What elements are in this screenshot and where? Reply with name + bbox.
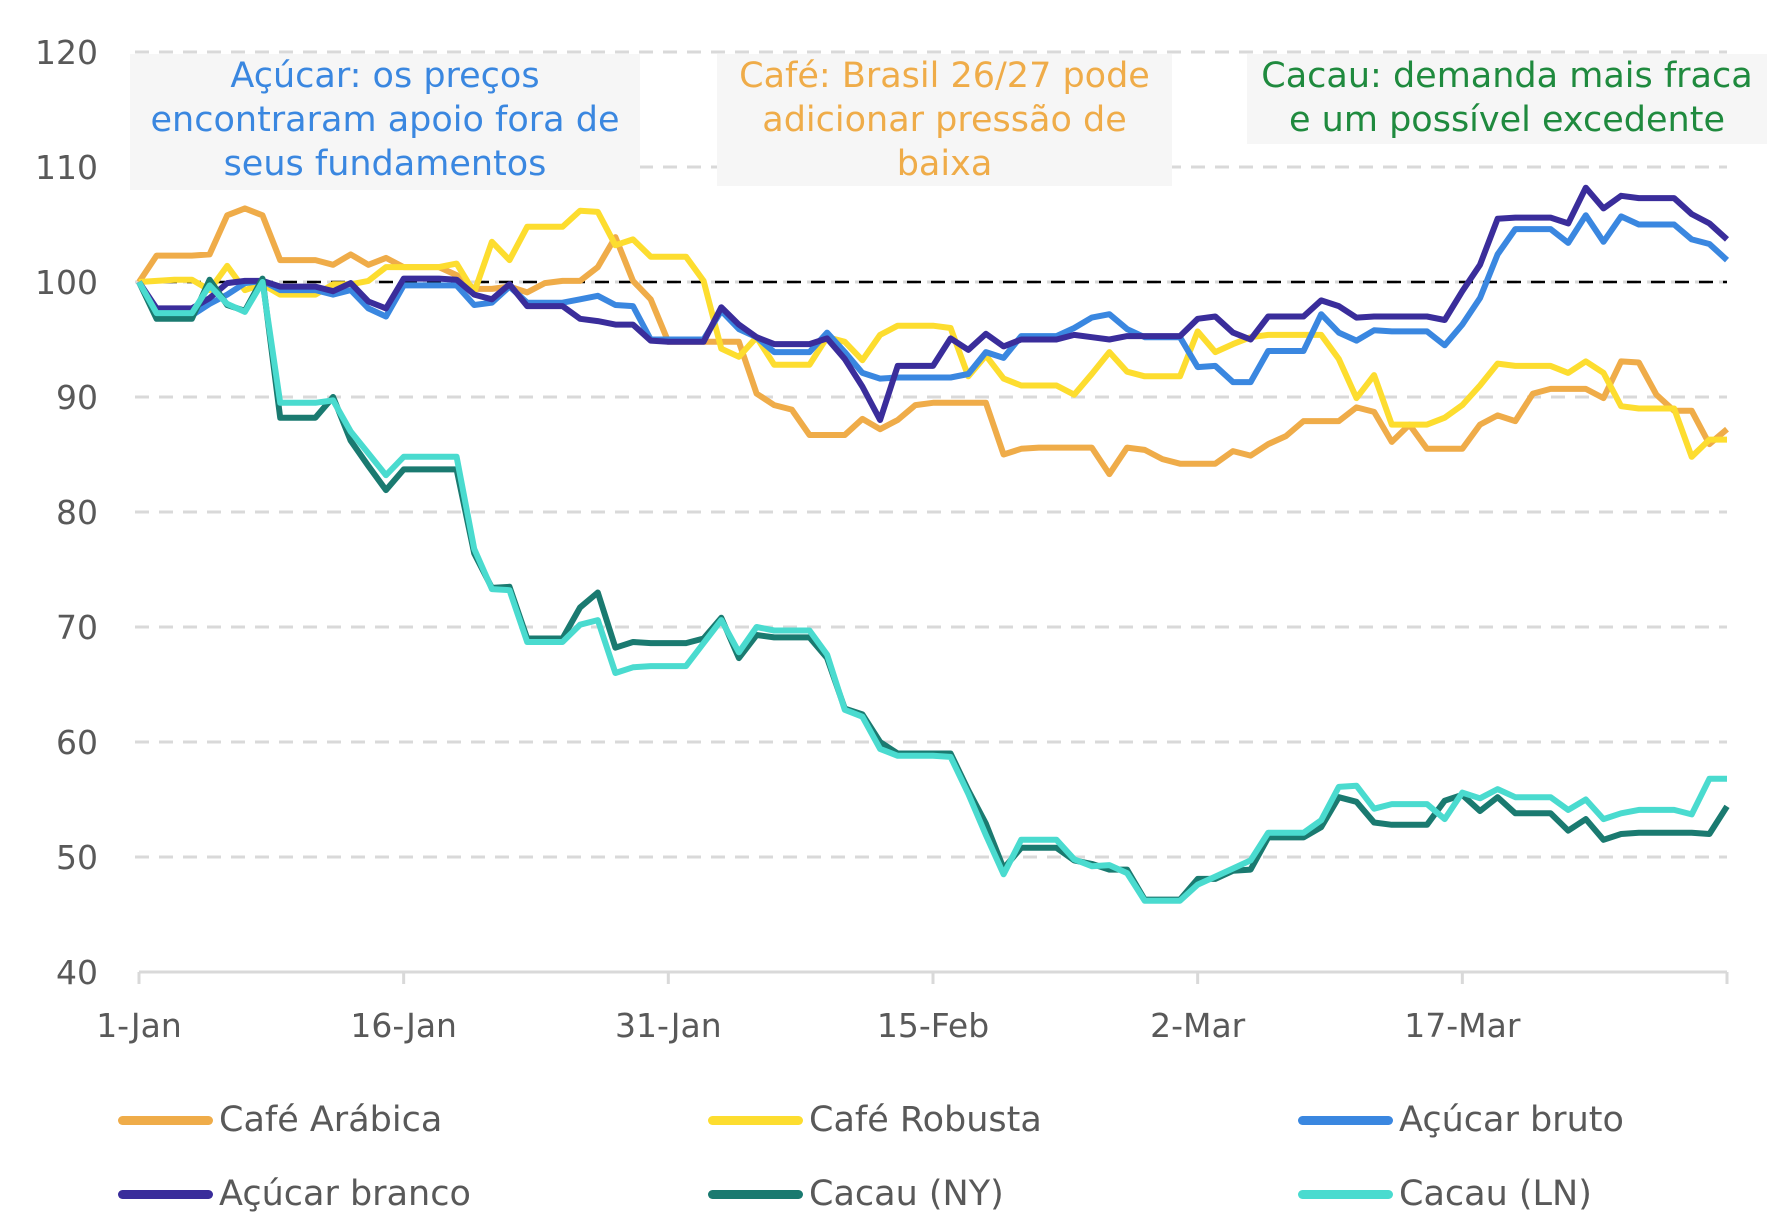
legend-swatch [708,1115,803,1125]
series-line-cacau-ln [136,279,1727,904]
legend-swatch [708,1189,803,1199]
x-tick-label: 1-Jan [96,1006,182,1045]
y-tick-label: 90 [56,378,98,417]
legend-swatch [1298,1115,1393,1125]
legend-item-cafe-robusta: Café Robusta [708,1100,1042,1140]
y-tick-label: 40 [56,953,98,992]
legend-swatch [118,1189,213,1199]
legend-swatch [118,1115,213,1125]
y-tick-label: 100 [35,263,98,302]
legend-item-cacau-ln: Cacau (LN) [1298,1174,1592,1214]
legend-label: Açúcar branco [219,1174,471,1214]
legend-item-cafe-arabica: Café Arábica [118,1100,442,1140]
series-line-cafe-robusta [138,207,1727,460]
series-lines [136,184,1730,904]
annotation-box: Cacau: demanda mais fraca e um possível e… [1247,54,1767,144]
annotation-box: Café: Brasil 26/27 pode adicionar pressão… [717,54,1172,186]
legend-label: Açúcar bruto [1399,1100,1624,1140]
legend-label: Café Robusta [809,1100,1042,1140]
annotation-line: Cacau: demanda mais fraca [1261,56,1753,96]
y-tick-label: 120 [35,33,98,72]
annotation-line: encontraram apoio fora de [150,100,620,140]
y-tick-label: 70 [56,608,98,647]
y-tick-label: 80 [56,493,98,532]
y-tick-label: 60 [56,723,98,762]
y-axis-tick-labels: 40 50 60 70 80 90 100 110 120 [35,33,98,992]
y-tick-label: 110 [35,148,98,187]
annotation-box: Açúcar: os preços encontraram apoio fora … [130,54,640,190]
x-tick-label: 2-Mar [1150,1006,1246,1045]
annotation-line: Café: Brasil 26/27 pode [739,56,1150,96]
annotation-line: baixa [896,144,993,184]
x-axis: 1-Jan 16-Jan 31-Jan 15-Feb 2-Mar 17-Mar [96,970,1729,1045]
annotation-line: Açúcar: os preços [230,56,540,96]
annotation-line: adicionar pressão de [762,100,1127,140]
legend-label: Cacau (NY) [809,1174,1004,1214]
y-tick-label: 50 [56,838,98,877]
x-tick-label: 17-Mar [1404,1006,1521,1045]
legend-label: Cacau (LN) [1399,1174,1592,1214]
series-line-acucar-bruto [136,212,1730,386]
annotation-line: e um possível excedente [1289,100,1725,140]
series-line-acucar-branco [136,184,1730,423]
annotation-line: seus fundamentos [223,144,547,184]
x-tick-label: 16-Jan [350,1006,457,1045]
legend-item-acucar-bruto: Açúcar bruto [1298,1100,1624,1140]
x-tick-label: 31-Jan [615,1006,722,1045]
legend-item-cacau-ny: Cacau (NY) [708,1174,1004,1214]
legend-swatch [1298,1189,1393,1199]
x-tick-label: 15-Feb [877,1006,989,1045]
legend: Café Arábica Café Robusta Açúcar bruto A… [0,1100,1781,1229]
legend-item-acucar-branco: Açúcar branco [118,1174,471,1214]
legend-label: Café Arábica [219,1100,443,1140]
